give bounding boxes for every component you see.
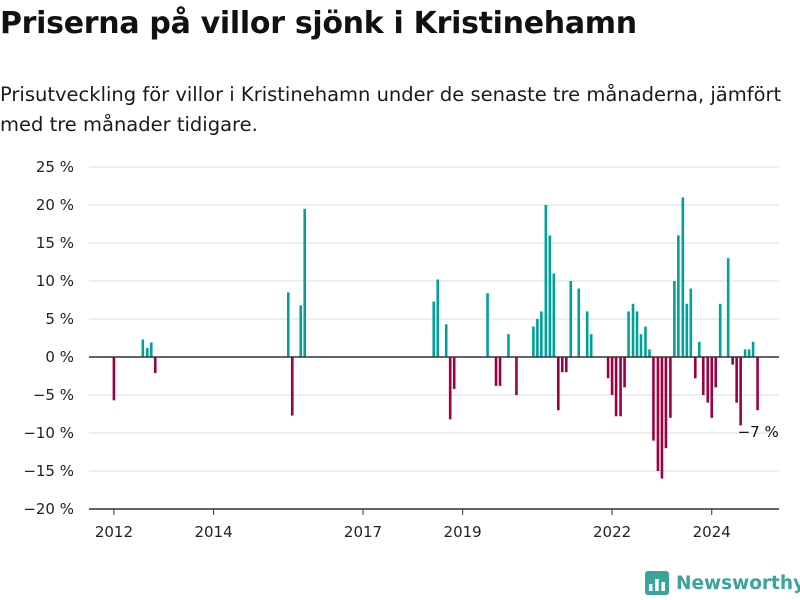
bar [689,288,693,357]
bar [756,357,759,411]
bar [639,334,643,357]
axis-layer [89,356,779,515]
bar [610,357,614,395]
bar [664,357,668,449]
bar [735,357,738,403]
newsworthy-logo-icon [645,571,669,595]
bar [701,357,705,395]
bar [694,357,697,379]
y-tick-label: 10 % [36,272,74,290]
bar [669,357,672,418]
bar [141,339,145,357]
bar [112,357,116,401]
y-tick-label: −15 % [23,462,74,480]
grid-layer [89,166,779,510]
x-tick-label: 2014 [194,523,232,541]
bar [635,311,639,357]
x-tick-label: 2017 [344,523,382,541]
bar [589,334,593,357]
x-tick-label: 2024 [693,523,731,541]
y-tick-label: 20 % [36,196,74,214]
bar [290,357,294,416]
bar [548,235,552,357]
chart-title: Priserna på villor sjönk i Kristinehamn [0,6,637,41]
y-tick-label: −20 % [23,500,74,518]
bar [673,281,676,357]
brand-name: Newsworthy [676,572,800,594]
bar [432,301,436,357]
bar [710,357,714,418]
bar [544,205,548,357]
bar [731,357,734,365]
y-tick-label: 5 % [45,310,74,328]
bar-layer [112,197,759,479]
bar [585,311,589,357]
y-tick-label: 0 % [45,348,74,366]
bar [685,303,689,357]
bar [286,292,290,357]
bar [747,349,751,357]
bar [452,357,456,389]
y-tick-label: −10 % [23,424,74,442]
chart-subtitle: Prisutveckling för villor i Kristinehamn… [0,83,782,136]
bar [739,357,742,426]
bar [743,349,747,357]
bar [614,357,618,417]
bar [577,288,581,357]
label-layer: 25 % 20 % 15 % 10 % 5 % 0 % −5 % −10 % −15 % −20 … [23,158,778,541]
bar [681,197,685,357]
bar [552,273,556,357]
brand-logo: Newsworthy [644,568,800,598]
bar [494,357,498,386]
bar [697,341,701,357]
bar [623,357,626,388]
bar [303,208,307,357]
end-value-label: −7 % [738,423,779,441]
bar [448,357,452,420]
bar [149,342,153,357]
bar [619,357,622,417]
bar [726,258,730,357]
bar [486,293,489,357]
bar [714,357,718,388]
bar [718,303,722,357]
bar [540,311,543,357]
bar [631,303,635,357]
bar [557,357,560,411]
x-tick-label: 2022 [593,523,631,541]
bar [564,357,568,373]
bar [560,357,564,373]
y-tick-label: 15 % [36,234,74,252]
bar [656,357,660,471]
y-tick-label: −5 % [33,386,74,404]
bar [436,279,440,357]
x-tick-label: 2012 [95,523,133,541]
bar [627,311,630,357]
bar [145,347,149,357]
bar [652,357,655,441]
bar [677,235,680,357]
bar [660,357,664,479]
bar [515,357,518,395]
bar [299,305,303,357]
bar [751,341,755,357]
bar [507,334,510,357]
bar [153,357,157,373]
bar [532,326,535,357]
y-tick-label: 25 % [36,158,74,176]
x-tick-label: 2019 [444,523,482,541]
bar [606,357,610,379]
bar [648,349,651,357]
chart: 25 % 20 % 15 % 10 % 5 % 0 % −5 % −10 % −15 % −20 … [23,158,779,541]
bar [706,357,710,403]
bar [444,324,448,357]
bar [536,319,539,357]
bar [569,281,573,357]
bar [644,326,647,357]
bar [498,357,502,386]
